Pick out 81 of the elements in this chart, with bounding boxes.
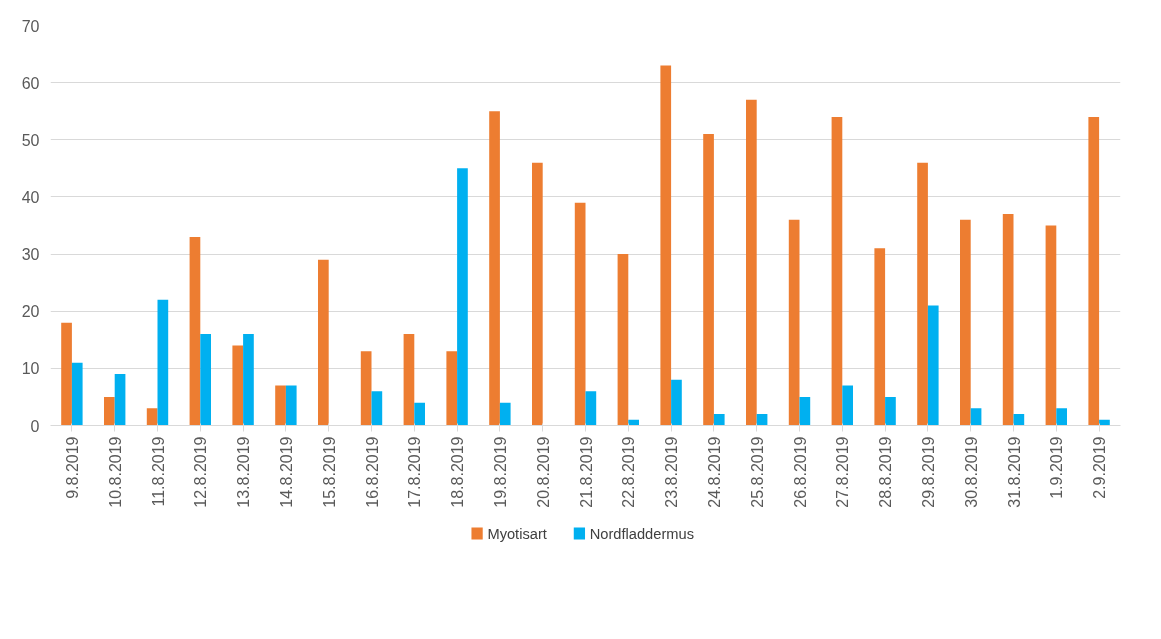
y-tick-label: 0 <box>30 417 40 435</box>
bar <box>157 299 169 426</box>
x-tick-label: 19.8.2019 <box>491 436 509 508</box>
bar <box>499 402 511 426</box>
bar <box>114 374 126 426</box>
bar <box>788 219 800 426</box>
bar <box>970 408 982 426</box>
bar <box>703 134 714 426</box>
bar <box>489 111 500 426</box>
x-tick-label: 14.8.2019 <box>277 436 295 508</box>
bar <box>318 259 329 426</box>
bar <box>1002 214 1014 426</box>
y-tick-label: 70 <box>21 17 40 35</box>
y-tick-label: 50 <box>21 131 40 149</box>
x-tick-label: 29.8.2019 <box>919 436 937 508</box>
x-tick-label: 27.8.2019 <box>834 436 852 508</box>
x-tick-label: 21.8.2019 <box>577 436 595 508</box>
bar <box>746 99 757 426</box>
x-tick-label: 30.8.2019 <box>962 436 980 508</box>
y-tick-label: 10 <box>21 360 40 378</box>
bar <box>756 414 768 426</box>
bar <box>574 202 586 426</box>
bar <box>713 414 725 426</box>
bar <box>585 391 597 426</box>
x-tick-label: 1.9.2019 <box>1048 436 1066 499</box>
bar <box>61 322 72 426</box>
x-tick-label: 16.8.2019 <box>363 436 381 508</box>
bar <box>617 254 629 426</box>
bar <box>842 385 853 426</box>
x-tick-label: 11.8.2019 <box>149 436 167 507</box>
y-tick-label: 30 <box>21 246 40 264</box>
legend-label: Myotisart <box>487 525 547 542</box>
bar <box>1088 116 1100 426</box>
bar <box>1056 408 1067 426</box>
bar <box>885 396 896 426</box>
x-tick-label: 9.8.2019 <box>63 436 81 499</box>
bar <box>532 162 543 426</box>
x-tick-label: 13.8.2019 <box>235 436 253 508</box>
bar <box>1013 414 1025 426</box>
bar <box>927 305 939 426</box>
bar <box>660 65 672 426</box>
x-tick-label: 15.8.2019 <box>320 436 338 508</box>
bar <box>285 385 297 426</box>
bar <box>371 391 383 426</box>
bar <box>457 168 468 426</box>
bar <box>360 351 372 426</box>
bar <box>414 402 425 426</box>
bar <box>446 351 458 426</box>
x-tick-label: 23.8.2019 <box>663 436 681 508</box>
bar <box>831 116 843 426</box>
x-tick-label: 10.8.2019 <box>106 436 124 508</box>
x-tick-label: 25.8.2019 <box>748 436 766 508</box>
bar <box>917 162 928 426</box>
x-tick-label: 22.8.2019 <box>620 436 638 508</box>
x-tick-label: 26.8.2019 <box>791 436 809 508</box>
bar <box>874 248 886 426</box>
bar <box>189 236 201 426</box>
bar <box>799 396 811 426</box>
bar <box>146 408 158 426</box>
x-tick-label: 20.8.2019 <box>534 436 552 508</box>
bar <box>671 379 682 426</box>
x-tick-label: 24.8.2019 <box>705 436 723 508</box>
bar <box>200 334 211 426</box>
x-tick-label: 31.8.2019 <box>1005 436 1023 508</box>
bar <box>243 334 254 426</box>
x-tick-label: 12.8.2019 <box>192 436 210 508</box>
y-tick-label: 20 <box>21 303 40 321</box>
bar <box>104 396 115 426</box>
y-tick-label: 40 <box>21 188 40 206</box>
bar <box>71 362 83 426</box>
bar <box>960 219 971 426</box>
bar <box>275 385 286 426</box>
y-tick-label: 60 <box>21 74 40 92</box>
legend-label: Nordfladdermus <box>589 525 694 542</box>
bar <box>1045 225 1057 426</box>
x-tick-label: 18.8.2019 <box>449 436 467 508</box>
bar <box>232 345 244 426</box>
x-tick-label: 28.8.2019 <box>877 436 895 508</box>
x-tick-label: 2.9.2019 <box>1091 436 1109 499</box>
x-tick-label: 17.8.2019 <box>406 436 424 508</box>
bar <box>403 334 415 426</box>
